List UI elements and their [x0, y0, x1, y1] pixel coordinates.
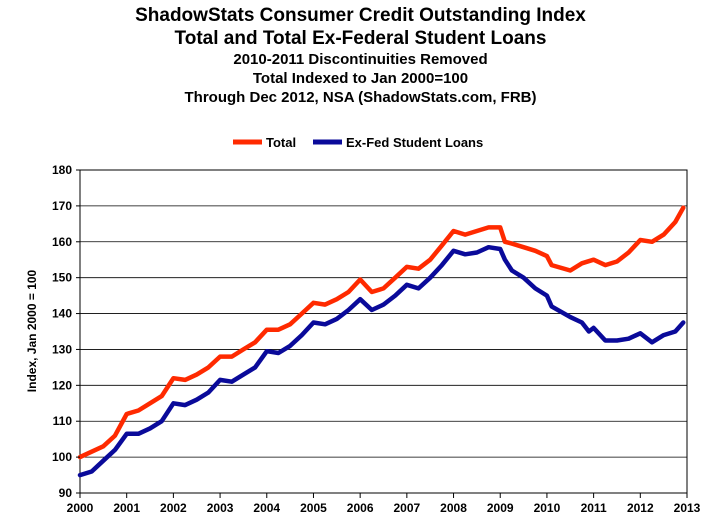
x-tick-label-2002: 2002 — [160, 501, 187, 515]
x-tick-label-2009: 2009 — [487, 501, 514, 515]
gridlines — [80, 205, 687, 458]
series-lines — [77, 205, 686, 478]
x-tick-label-2005: 2005 — [300, 501, 327, 515]
y-tick-label-160: 160 — [52, 235, 72, 249]
chart-subtitle-3: Through Dec 2012, NSA (ShadowStats.com, … — [184, 89, 537, 106]
x-axis: 2000 2001 2002 2003 2004 2005 2006 2007 2008 2009… — [67, 493, 701, 515]
chart-subtitle-1: 2010-2011 Discontinuities Removed — [233, 51, 488, 68]
x-tick-label-2008: 2008 — [440, 501, 467, 515]
legend-label-ex-fed: Ex-Fed Student Loans — [346, 135, 483, 150]
chart-title: ShadowStats Consumer Credit Outstanding … — [135, 5, 586, 26]
y-tick-label-110: 110 — [53, 414, 73, 428]
y-axis: 90 100 110 120 130 140 150 160 170 180 — [52, 163, 80, 500]
plot-frame — [79, 169, 688, 494]
y-tick-label-130: 130 — [52, 342, 72, 356]
x-tick-label-2013: 2013 — [674, 501, 701, 515]
y-tick-label-170: 170 — [52, 199, 72, 213]
x-tick-label-2010: 2010 — [534, 501, 561, 515]
x-tick-label-2003: 2003 — [207, 501, 234, 515]
x-tick-label-2004: 2004 — [253, 501, 280, 515]
plot-area — [79, 169, 688, 494]
y-tick-label-100: 100 — [52, 450, 72, 464]
series-line-ex-fed-student-loans — [77, 244, 686, 478]
x-tick-label-2001: 2001 — [113, 501, 140, 515]
chart-subtitle-2: Total Indexed to Jan 2000=100 — [252, 70, 469, 87]
legend: Total Ex-Fed Student Loans — [233, 135, 483, 150]
series-line-total — [77, 205, 686, 460]
y-axis-label: Index, Jan 2000 = 100 — [25, 269, 39, 392]
y-tick-label-90: 90 — [59, 486, 73, 500]
x-tick-label-2011: 2011 — [581, 501, 607, 515]
x-tick-label-2012: 2012 — [627, 501, 654, 515]
chart-titles: ShadowStats Consumer Credit Outstanding … — [0, 4, 721, 107]
chart-title-line2: Total and Total Ex-Federal Student Loans — [174, 28, 547, 49]
legend-label-total: Total — [266, 135, 296, 150]
x-tick-label-2000: 2000 — [67, 501, 94, 515]
y-tick-label-140: 140 — [52, 307, 72, 321]
y-tick-label-180: 180 — [52, 163, 72, 177]
y-tick-label-120: 120 — [52, 378, 72, 392]
x-tick-label-2007: 2007 — [393, 501, 420, 515]
x-tick-label-2006: 2006 — [347, 501, 374, 515]
y-tick-label-150: 150 — [52, 271, 72, 285]
